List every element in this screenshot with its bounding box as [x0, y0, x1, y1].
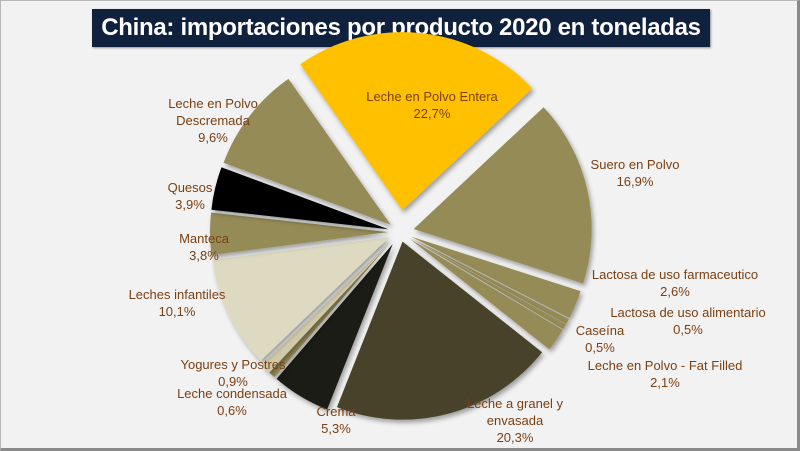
data-label-category: Leches infantiles [128, 287, 226, 302]
data-label-value: 10,1% [158, 304, 196, 319]
data-label-value: 3,9% [175, 197, 205, 212]
data-label-value: 22,7% [413, 106, 451, 121]
data-label-category: Crema [316, 404, 356, 419]
data-label-category: Lactosa de uso farmaceutico [591, 267, 759, 282]
data-label-value: 0,5% [673, 322, 703, 337]
pie-slice-leche-en-polvo-fat-filled [409, 238, 563, 350]
data-label-quesos: Quesos 3,9% [168, 179, 213, 213]
data-label-value: 9,6% [198, 130, 228, 145]
data-label-value: 20,3% [496, 430, 534, 445]
pie-slice-leches-infantiles [212, 237, 390, 361]
pie-slice-lactosa-de-uso-farmaceutico [411, 236, 581, 319]
data-label-leche-en-polvo-fat-filled: Leche en Polvo - Fat Filled 2,1% [588, 357, 743, 391]
pie-slice-caseina [410, 237, 567, 330]
data-label-yogures-y-postres: Yogures y Postres 0,9% [180, 356, 285, 390]
data-label-category: Leche en Polvo Entera [366, 89, 498, 104]
data-label-leche-a-granel-y-envasada: Leche a granel y envasada 20,3% [467, 395, 563, 446]
data-label-lactosa-de-uso-farmaceutico: Lactosa de uso farmaceutico 2,6% [592, 266, 758, 300]
data-label-lactosa-de-uso-alimentario: Lactosa de uso alimentario 0,5% [610, 304, 765, 338]
pie-slice-lactosa-de-uso-alimentario [410, 237, 569, 325]
data-label-category: Quesos [167, 180, 213, 195]
data-label-value: 0,6% [217, 403, 247, 418]
data-label-category: Descremada [176, 113, 250, 128]
data-label-category: Yogures y Postres [180, 357, 286, 372]
data-label-value: 2,1% [650, 375, 680, 390]
data-label-caseina: Caseína 0,5% [576, 322, 624, 356]
data-label-value: 5,3% [321, 421, 351, 436]
pie-slice-yogures-y-postres [261, 241, 391, 373]
data-label-category: Lactosa de uso alimentario [610, 305, 766, 320]
pie-slice-suero-en-polvo [413, 107, 592, 284]
data-label-crema: Crema 5,3% [316, 403, 355, 437]
data-label-value: 3,8% [189, 248, 219, 263]
pie-slice-leche-a-granel-y-envasada [336, 241, 543, 420]
data-label-value: 0,9% [218, 374, 248, 389]
pie-slice-crema [276, 243, 393, 410]
data-label-manteca: Manteca 3,8% [179, 230, 229, 264]
data-label-category: Leche en Polvo - Fat Filled [587, 358, 743, 373]
data-label-leches-infantiles: Leches infantiles 10,1% [129, 286, 226, 320]
data-label-category: Manteca [179, 231, 229, 246]
data-label-leche-condensada: Leche condensada 0,6% [177, 385, 287, 419]
data-label-value: 2,6% [660, 284, 690, 299]
pie-slice-leche-condensada [269, 242, 391, 378]
data-label-category: Suero en Polvo [590, 157, 680, 172]
data-label-category: Leche en Polvo [168, 96, 258, 111]
pie-slice-leche-en-polvo-descremada [223, 78, 391, 225]
pie-slice-leche-en-polvo-entera [300, 32, 533, 211]
pie-slice-manteca [210, 212, 389, 256]
data-label-category: Leche condensada [177, 386, 287, 401]
data-label-category: envasada [486, 413, 544, 428]
data-label-suero-en-polvo: Suero en Polvo 16,9% [591, 156, 680, 190]
data-label-value: 0,5% [585, 340, 615, 355]
data-label-leche-en-polvo-descremada: Leche en Polvo Descremada 9,6% [168, 95, 258, 146]
pie-slice-quesos [211, 167, 389, 230]
data-label-category: Leche a granel y [466, 396, 564, 411]
data-label-value: 16,9% [616, 174, 654, 189]
data-label-leche-en-polvo-entera: Leche en Polvo Entera 22,7% [366, 88, 498, 122]
data-label-category: Caseína [575, 323, 625, 338]
